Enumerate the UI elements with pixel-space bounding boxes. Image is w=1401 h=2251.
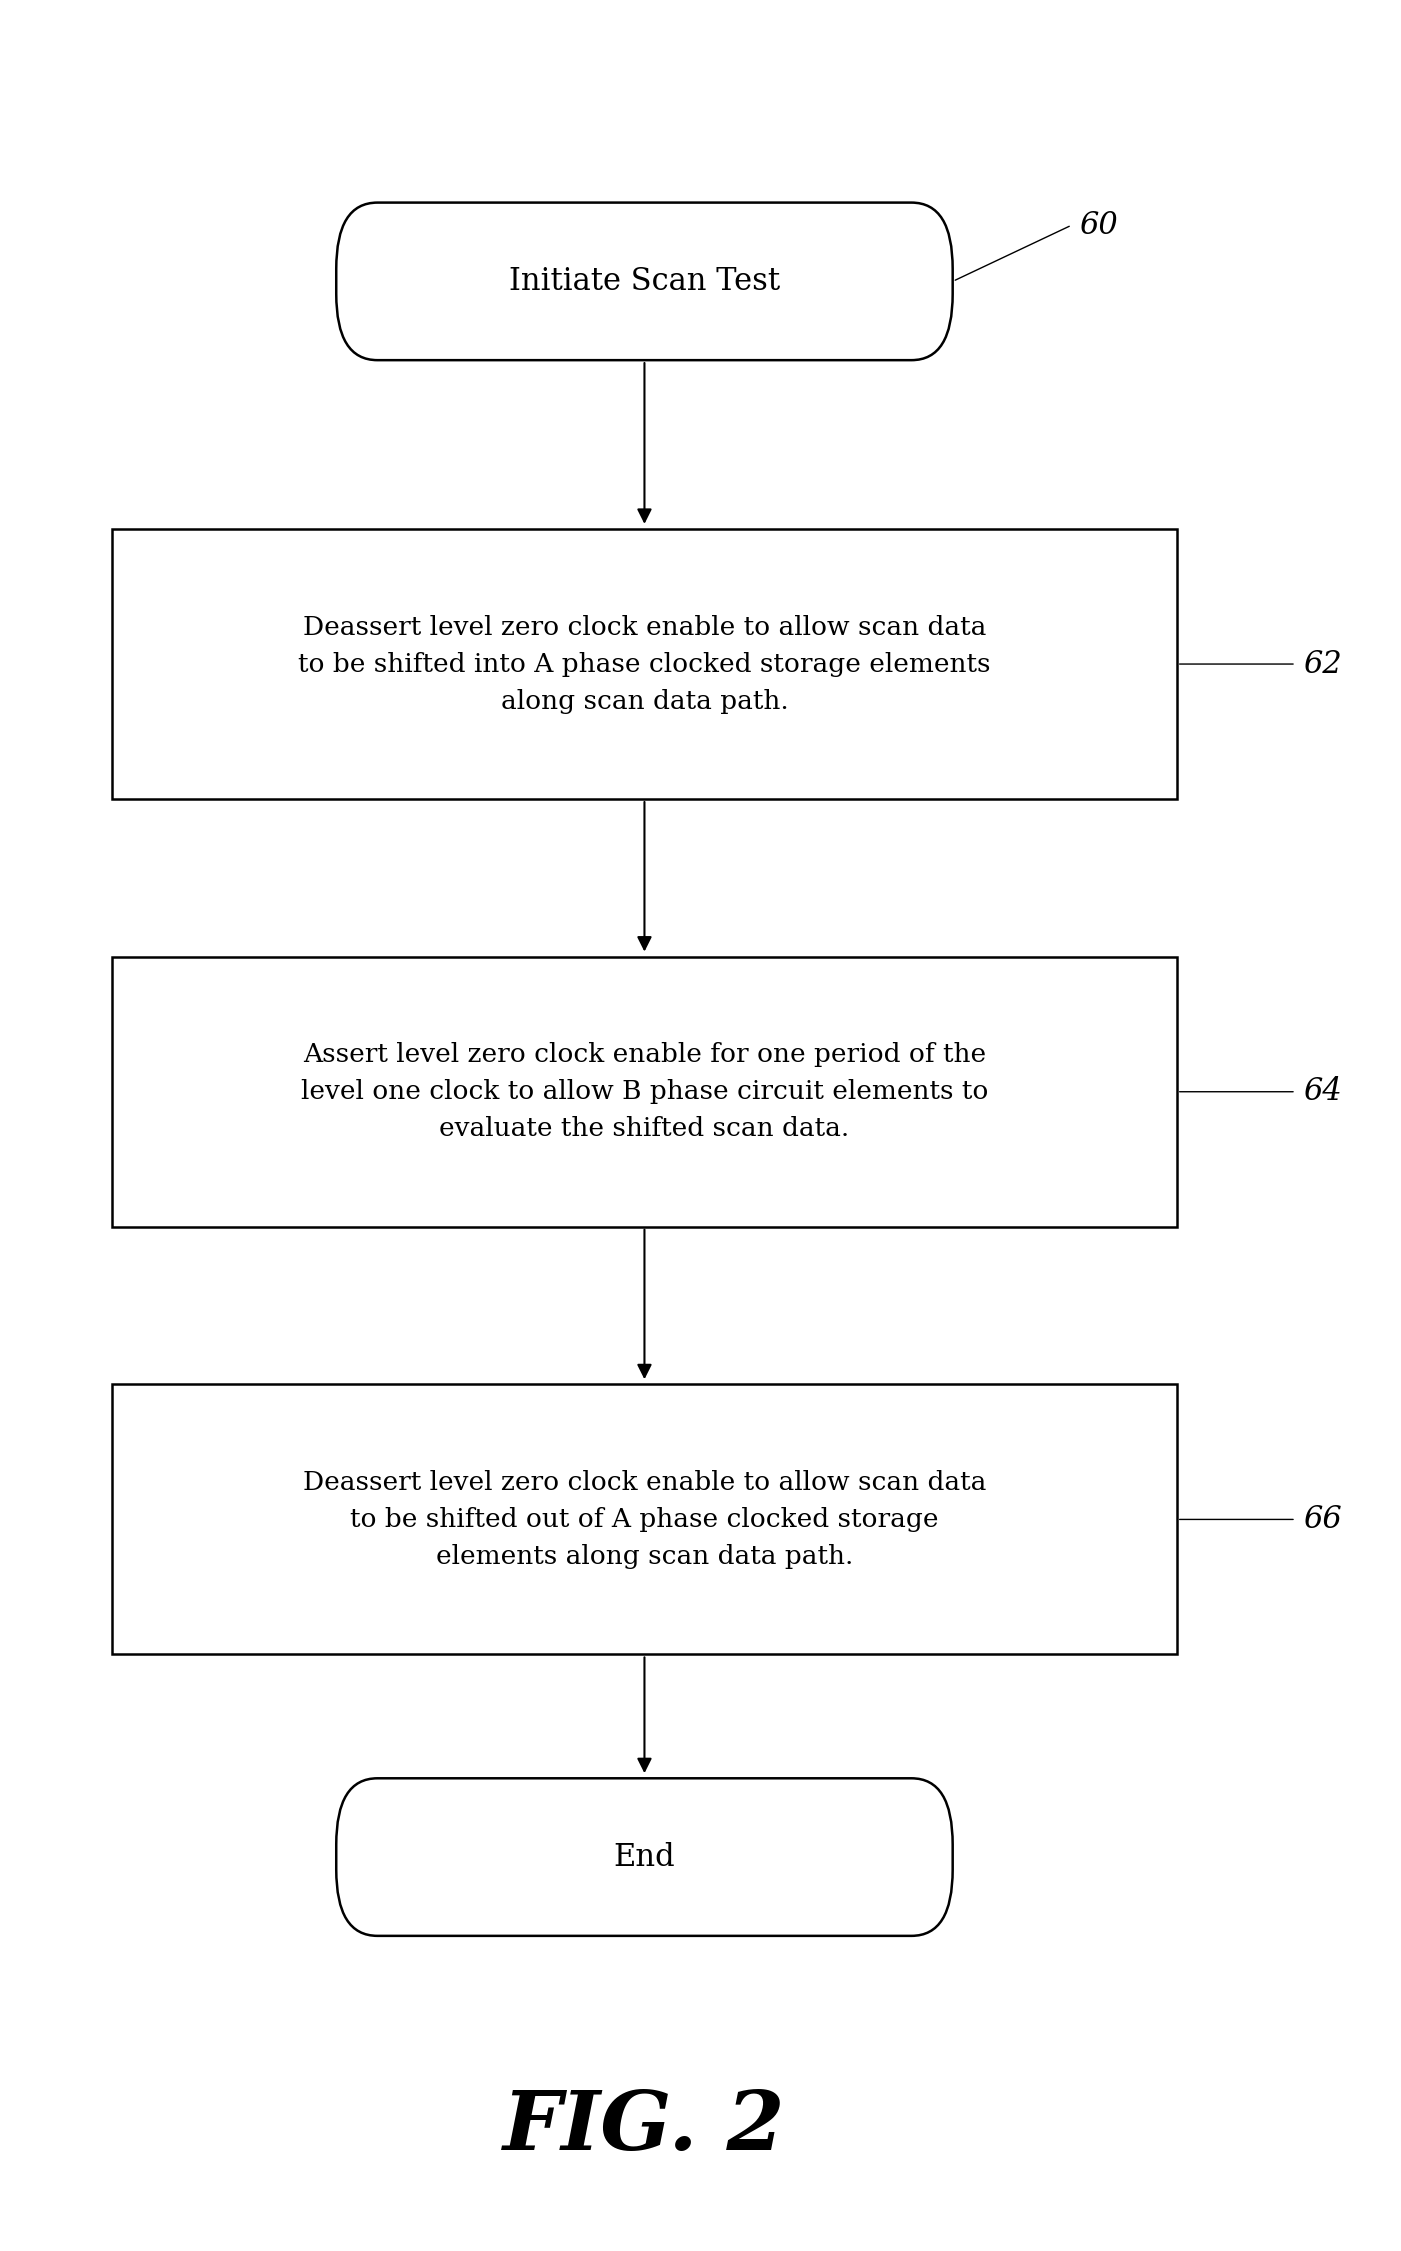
Text: Initiate Scan Test: Initiate Scan Test xyxy=(509,266,780,297)
Text: FIG. 2: FIG. 2 xyxy=(503,2087,786,2168)
FancyBboxPatch shape xyxy=(336,1778,953,1936)
Text: End: End xyxy=(614,1841,675,1873)
Bar xyxy=(112,957,1177,1227)
Bar xyxy=(112,529,1177,799)
Text: 60: 60 xyxy=(1079,209,1118,241)
Text: Deassert level zero clock enable to allow scan data
to be shifted into A phase c: Deassert level zero clock enable to allo… xyxy=(298,615,991,714)
FancyBboxPatch shape xyxy=(336,203,953,360)
Text: 64: 64 xyxy=(1303,1076,1342,1107)
Text: 66: 66 xyxy=(1303,1504,1342,1535)
Bar xyxy=(112,1384,1177,1654)
Text: Assert level zero clock enable for one period of the
level one clock to allow B : Assert level zero clock enable for one p… xyxy=(301,1042,988,1141)
Text: Deassert level zero clock enable to allow scan data
to be shifted out of A phase: Deassert level zero clock enable to allo… xyxy=(303,1470,986,1569)
Text: 62: 62 xyxy=(1303,648,1342,680)
